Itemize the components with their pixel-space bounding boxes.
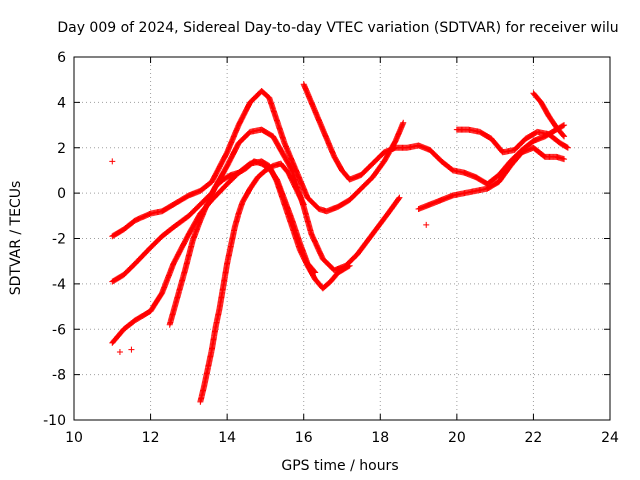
data-point <box>564 144 571 151</box>
data-markers <box>109 81 571 405</box>
x-tick-label: 14 <box>218 430 236 446</box>
series-track-a <box>109 88 407 240</box>
y-tick-label: -2 <box>52 232 66 248</box>
data-point <box>396 194 403 201</box>
data-point <box>345 263 352 270</box>
x-tick-label: 20 <box>448 430 466 446</box>
y-tick-label: 6 <box>57 50 66 66</box>
x-tick-label: 12 <box>142 430 160 446</box>
y-tick-label: 4 <box>57 95 66 111</box>
series-track-e <box>197 160 307 405</box>
data-point <box>312 269 319 276</box>
series-track-d <box>166 158 319 328</box>
data-point <box>395 195 402 202</box>
data-point <box>311 268 318 275</box>
series-track-b <box>109 126 403 285</box>
data-point <box>109 158 116 165</box>
series-track-g <box>415 144 568 213</box>
data-point <box>300 200 307 207</box>
data-point <box>116 348 123 355</box>
data-point <box>423 221 430 228</box>
data-point <box>561 133 568 140</box>
y-tick-label: -8 <box>52 368 66 384</box>
series-track-i <box>530 90 568 140</box>
series-track-h <box>453 126 571 156</box>
y-tick-label: -6 <box>52 322 66 338</box>
data-point <box>560 132 567 139</box>
x-tick-label: 24 <box>601 430 619 446</box>
data-point <box>346 262 353 269</box>
y-tick-label: -4 <box>52 277 66 293</box>
data-point <box>300 201 307 208</box>
data-point <box>128 346 135 353</box>
x-tick-label: 16 <box>295 430 313 446</box>
chart-title: Day 009 of 2024, Sidereal Day-to-day VTE… <box>57 20 618 36</box>
y-axis-title: SDTVAR / TECUs <box>8 181 24 296</box>
x-tick-label: 22 <box>525 430 543 446</box>
x-tick-label: 10 <box>65 430 83 446</box>
series-outliers <box>109 158 430 355</box>
y-tick-label: -10 <box>43 413 66 429</box>
grid <box>74 57 610 420</box>
x-axis-title: GPS time / hours <box>281 458 398 474</box>
data-point <box>561 156 568 163</box>
data-point <box>563 144 570 151</box>
y-tick-label: 2 <box>57 141 66 157</box>
data-point <box>561 122 568 129</box>
series-track-f <box>300 81 568 188</box>
plot-frame <box>73 56 611 421</box>
data-point <box>560 122 567 129</box>
x-tick-label: 18 <box>371 430 389 446</box>
data-point <box>400 119 407 126</box>
y-tick-label: 0 <box>57 186 66 202</box>
